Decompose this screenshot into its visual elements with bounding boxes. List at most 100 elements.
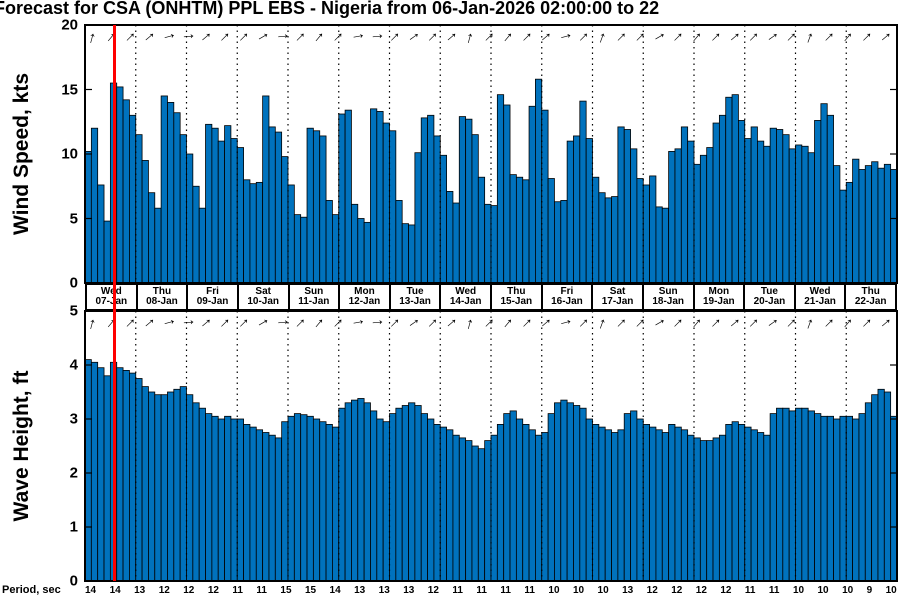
period-value: 12 (183, 585, 195, 596)
wind-speed-bar (738, 120, 746, 284)
wind-speed-bar (858, 169, 866, 284)
wave-height-bar (547, 413, 555, 582)
wind-speed-bar (617, 126, 625, 284)
wind-direction-arrow: → (180, 25, 197, 43)
wind-speed-bar (255, 181, 264, 284)
wind-speed-bar (839, 189, 847, 284)
wind-speed-chart: →→→→ → →→→→→ →→→→ → →→→→→→→→→→ →→→→→→→→→→→→→→→… (80, 24, 898, 284)
y-tick-label: 2 (69, 464, 78, 482)
wind-speed-bar (408, 224, 416, 284)
wave-height-bar (452, 434, 460, 582)
wave-height-bar (617, 429, 625, 582)
wind-speed-bar (192, 185, 200, 284)
wind-speed-bar (680, 126, 689, 284)
wind-speed-bar (230, 138, 238, 284)
wind-speed-bar (148, 192, 156, 284)
period-value: 14 (109, 585, 121, 596)
wave-ytick-labels: 0 1 2 3 4 5 (36, 303, 78, 590)
wind-direction-arrow: → (797, 313, 818, 334)
day-label: Wed 14-Jan (439, 283, 492, 311)
wave-height-bar (795, 407, 803, 582)
period-value: 10 (885, 585, 897, 596)
wave-height-bar (236, 418, 244, 582)
wind-speed-bar (420, 117, 428, 284)
wave-height-bar (274, 437, 283, 582)
wind-direction-arrow: → (401, 310, 424, 333)
wind-speed-bar (179, 134, 187, 284)
wave-height-bar (446, 429, 454, 582)
wind-speed-bar (433, 135, 441, 284)
wave-height-bar (389, 413, 397, 582)
day-date: 16-Jan (551, 296, 583, 307)
wind-direction-arrow: → (457, 28, 478, 48)
wind-speed-bar (312, 130, 321, 284)
wave-height-bar (750, 429, 758, 582)
wave-height-bar (496, 424, 505, 582)
period-value: 13 (134, 585, 146, 596)
wind-direction-arrow: → (180, 311, 197, 329)
wave-height-bar (871, 394, 879, 582)
wind-speed-bar (97, 184, 105, 284)
period-value: 13 (403, 585, 415, 596)
wind-direction-arrow: → (80, 28, 101, 48)
wave-height-bar (332, 426, 340, 582)
wind-speed-bar (401, 223, 409, 284)
period-value: 12 (695, 585, 707, 596)
day-name: Mon (708, 285, 730, 297)
wind-speed-bar (490, 205, 498, 284)
y-tick-label: 5 (69, 302, 78, 320)
wave-height-bar (116, 367, 124, 582)
wind-direction-arrow: → (251, 24, 273, 47)
day-date: 15-Jan (500, 296, 533, 307)
day-label-strip: Wed 07-Jan Thu 08-Jan Fri 09-Jan Sat 10-Jan Sun 1… (85, 283, 897, 311)
wave-height-bar (401, 405, 409, 582)
wave-height-bar (300, 414, 308, 582)
day-label: Tue 13-Jan (388, 283, 442, 311)
wind-speed-bar (814, 120, 822, 284)
wave-height-bar (642, 424, 650, 582)
wind-speed-bar (668, 151, 676, 284)
wave-height-bar (839, 415, 847, 582)
wind-speed-bar (293, 214, 302, 284)
wind-direction-arrow: → (325, 310, 348, 333)
wind-speed-bar (547, 178, 555, 284)
day-name: Tue (760, 285, 778, 297)
day-label: Thu 22-Jan (844, 283, 897, 311)
wave-height-bar (439, 426, 447, 582)
wind-speed-bar (465, 118, 473, 284)
day-label: Tue 20-Jan (743, 283, 796, 311)
day-label: Fri 16-Jan (540, 283, 594, 311)
day-date: 12-Jan (348, 296, 381, 307)
wave-height-bar (503, 413, 511, 582)
period-value: 13 (378, 585, 390, 596)
wave-height-bar (509, 410, 517, 582)
wind-speed-bar (693, 163, 701, 284)
wave-height-bar (230, 418, 238, 582)
wind-direction-arrow: → (137, 310, 160, 333)
wind-speed-bar (864, 165, 873, 284)
wind-speed-bar (236, 147, 244, 284)
wind-direction-arrow: → (648, 310, 670, 333)
wave-height-bar (744, 426, 752, 582)
wind-speed-bar (782, 134, 790, 284)
wind-direction-arrow: → (873, 24, 896, 47)
day-name: Tue (406, 285, 424, 297)
period-value: 14 (85, 585, 97, 596)
wind-speed-bar (154, 207, 162, 284)
period-value: 10 (792, 585, 805, 596)
wave-height-bar (395, 407, 403, 582)
wave-height-bar (636, 418, 644, 582)
wave-height-bar (883, 391, 892, 582)
wind-speed-bar (535, 78, 543, 284)
wave-height-bar (408, 402, 416, 582)
wave-height-bar (376, 418, 384, 582)
wind-speed-bar (414, 152, 422, 284)
wind-direction-arrow: → (349, 311, 368, 331)
period-value: 10 (842, 585, 854, 596)
wind-speed-bar (560, 200, 568, 284)
wave-height-bar (807, 410, 815, 582)
wind-speed-bar (160, 95, 168, 284)
wave-height-bar (598, 426, 606, 582)
day-name: Fri (206, 285, 219, 297)
wind-speed-bar (541, 109, 549, 284)
